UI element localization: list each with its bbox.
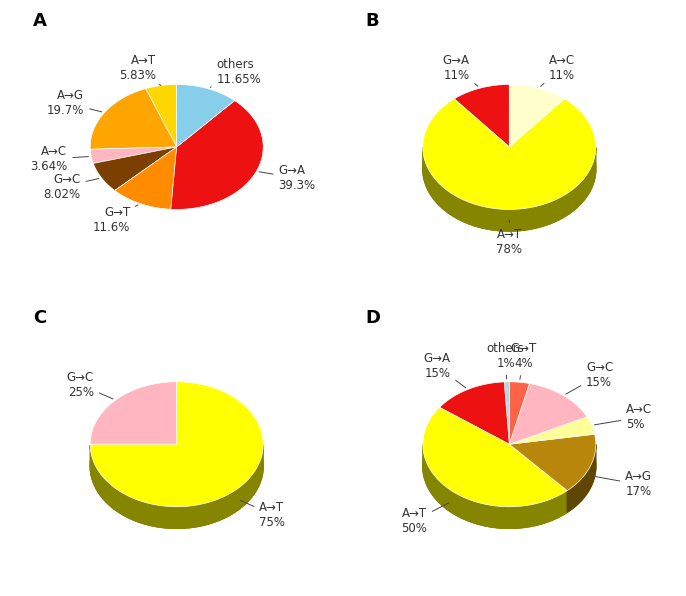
Text: A→T
50%: A→T 50% bbox=[401, 503, 449, 535]
Polygon shape bbox=[509, 382, 530, 444]
Text: others
1%: others 1% bbox=[487, 342, 525, 379]
Polygon shape bbox=[90, 382, 177, 444]
Text: D: D bbox=[366, 309, 381, 327]
Polygon shape bbox=[509, 434, 596, 491]
Polygon shape bbox=[423, 403, 596, 528]
Polygon shape bbox=[90, 445, 263, 528]
Text: others
11.65%: others 11.65% bbox=[210, 58, 261, 88]
Text: A→C
5%: A→C 5% bbox=[595, 403, 652, 432]
Polygon shape bbox=[423, 147, 596, 231]
Polygon shape bbox=[91, 147, 177, 163]
Text: G→C
25%: G→C 25% bbox=[67, 371, 113, 399]
Polygon shape bbox=[423, 445, 567, 528]
Polygon shape bbox=[504, 382, 509, 444]
Polygon shape bbox=[171, 101, 263, 209]
Text: G→A
15%: G→A 15% bbox=[423, 352, 466, 388]
Text: G→T
4%: G→T 4% bbox=[510, 342, 537, 380]
Polygon shape bbox=[509, 85, 565, 147]
Polygon shape bbox=[93, 147, 177, 191]
Polygon shape bbox=[145, 85, 177, 147]
Polygon shape bbox=[177, 85, 235, 147]
Polygon shape bbox=[423, 99, 596, 209]
Text: A→T
75%: A→T 75% bbox=[240, 501, 285, 529]
Text: C: C bbox=[33, 309, 46, 327]
Polygon shape bbox=[440, 382, 509, 444]
Text: A→C
11%: A→C 11% bbox=[541, 54, 575, 86]
Polygon shape bbox=[567, 445, 596, 512]
Polygon shape bbox=[423, 106, 596, 231]
Text: A→T
5.83%: A→T 5.83% bbox=[119, 54, 161, 85]
Polygon shape bbox=[115, 147, 177, 209]
Text: A→G
17%: A→G 17% bbox=[593, 470, 652, 498]
Text: G→C
8.02%: G→C 8.02% bbox=[43, 173, 99, 201]
Text: G→T
11.6%: G→T 11.6% bbox=[93, 205, 138, 234]
Polygon shape bbox=[509, 383, 587, 444]
Text: G→C
15%: G→C 15% bbox=[566, 361, 613, 394]
Polygon shape bbox=[423, 408, 567, 507]
Text: G→A
39.3%: G→A 39.3% bbox=[259, 164, 316, 192]
Text: A→C
3.64%: A→C 3.64% bbox=[30, 145, 88, 173]
Text: A: A bbox=[33, 11, 47, 30]
Text: B: B bbox=[366, 11, 379, 30]
Text: G→A
11%: G→A 11% bbox=[442, 54, 478, 86]
Polygon shape bbox=[454, 85, 509, 147]
Polygon shape bbox=[509, 417, 595, 444]
Polygon shape bbox=[90, 382, 263, 507]
Polygon shape bbox=[90, 89, 177, 149]
Text: A→T
78%: A→T 78% bbox=[496, 221, 522, 256]
Text: A→G
19.7%: A→G 19.7% bbox=[47, 89, 102, 117]
Polygon shape bbox=[90, 403, 263, 528]
